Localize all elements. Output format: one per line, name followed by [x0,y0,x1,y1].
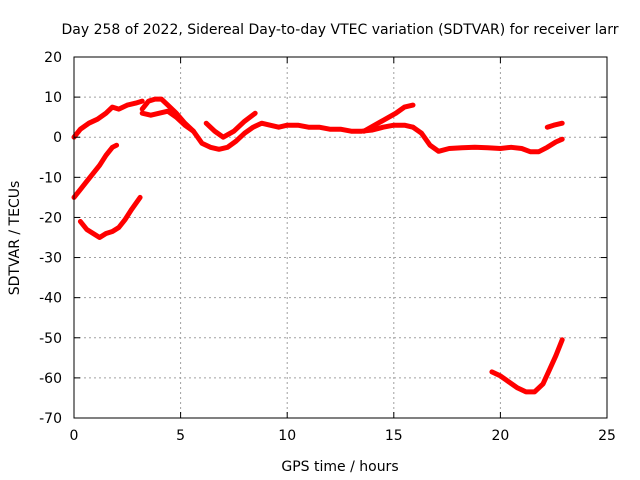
y-tick-label: 10 [44,90,62,106]
y-tick-label: -10 [39,170,62,186]
y-tick-label: -40 [39,291,62,307]
series-layer [71,96,565,395]
chart-title: Day 258 of 2022, Sidereal Day-to-day VTE… [62,22,619,38]
series-line-track-9 [77,194,143,240]
y-tick-label: -30 [39,251,62,267]
series-line-track-1 [71,98,145,140]
y-tick-label: 0 [53,130,62,146]
series-line-track-6 [139,108,196,134]
y-axis-label: SDTVAR / TECUs [7,181,23,296]
x-tick-label: 25 [598,428,616,444]
axis-layer: 0 5 10 15 20 25 20 10 0 -10 -20 -30 -40 -50 -60 -70 [39,50,616,444]
y-tick-label: -70 [39,411,62,427]
y-tick-label: -50 [39,331,62,347]
x-tick-label: 5 [176,428,185,444]
y-tick-label: -60 [39,371,62,387]
series-line-track-7 [544,120,565,130]
y-tick-label: 20 [44,50,62,66]
series-line-track-8 [71,142,120,200]
series-line-track-3 [410,124,565,155]
series-line-track-4 [203,110,258,140]
x-tick-label: 20 [491,428,509,444]
x-axis-label: GPS time / hours [281,459,398,475]
x-tick-label: 15 [385,428,403,444]
series-line-track-10 [489,337,565,395]
y-tick-label: -20 [39,210,62,226]
plot-frame [73,56,608,419]
x-tick-label: 10 [278,428,296,444]
x-tick-label: 0 [70,428,79,444]
series-line-track-5 [361,102,416,134]
